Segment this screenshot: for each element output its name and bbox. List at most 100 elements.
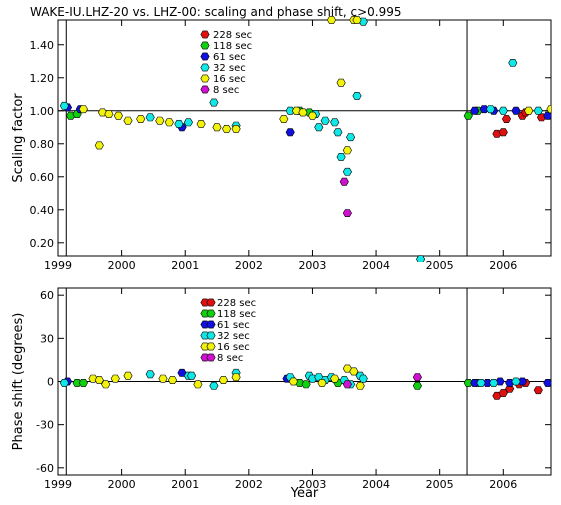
data-point	[546, 105, 551, 114]
y-axis-label: Scaling factor	[11, 93, 26, 183]
data-point	[342, 209, 352, 217]
data-point	[342, 364, 352, 373]
legend-marker	[206, 320, 216, 329]
data-point	[209, 98, 219, 107]
data-point	[167, 376, 178, 385]
y-tick-label: -30	[36, 419, 54, 432]
legend-marker	[200, 353, 210, 362]
x-tick-label: 2002	[235, 478, 263, 491]
data-point	[501, 115, 512, 123]
legend-label: 228 sec	[213, 30, 252, 41]
data-point	[209, 381, 219, 390]
data-point	[94, 376, 104, 385]
data-point	[498, 389, 508, 397]
data-point	[342, 146, 352, 155]
legend-marker	[200, 74, 210, 83]
data-point	[314, 123, 324, 132]
x-tick-label: 2005	[426, 259, 454, 272]
data-point	[136, 115, 146, 123]
data-point	[543, 111, 551, 120]
data-point	[498, 106, 508, 115]
data-point	[320, 116, 330, 125]
panel-scaling: 0.20 0.40 0.60 0.80 1.00 1.20 1.40 1999 2000 2001…	[11, 16, 552, 272]
data-point	[101, 380, 111, 389]
legend-label: 228 sec	[217, 298, 256, 309]
data-point	[352, 16, 362, 24]
data-point	[285, 128, 295, 137]
legend-label: 61 sec	[217, 320, 250, 331]
legend-marker	[200, 298, 210, 307]
x-tick-label: 1999	[44, 259, 72, 272]
data-point	[218, 376, 228, 385]
data-point	[336, 78, 346, 87]
data-point	[288, 377, 298, 386]
legend-label: 61 sec	[213, 52, 246, 63]
legend-marker	[200, 85, 210, 94]
legend-marker	[206, 298, 216, 307]
data-point	[231, 125, 241, 133]
data-point	[355, 381, 365, 390]
data-point	[492, 391, 502, 400]
data-point	[187, 371, 197, 380]
legend-marker	[206, 309, 216, 318]
data-point	[470, 106, 480, 115]
plot-frame	[57, 19, 552, 257]
data-point	[412, 381, 422, 390]
y-tick-label: -60	[36, 462, 54, 475]
y-tick-label: 0.60	[30, 171, 55, 184]
data-point	[174, 120, 184, 128]
x-tick-label: 2004	[362, 259, 390, 272]
data-points	[59, 364, 551, 400]
data-point	[333, 128, 343, 137]
y-tick-label: 1.40	[30, 39, 55, 52]
data-point	[123, 371, 133, 380]
legend-label: 8 sec	[217, 353, 243, 364]
data-points	[59, 16, 551, 262]
data-point	[123, 116, 133, 125]
data-point	[59, 378, 69, 387]
data-point	[543, 378, 551, 387]
legend-label: 118 sec	[217, 309, 256, 320]
legend-marker	[200, 309, 210, 318]
data-point	[352, 92, 362, 100]
y-tick-label: 0.80	[30, 138, 55, 151]
data-point	[78, 378, 88, 387]
data-point	[463, 111, 473, 120]
data-point	[110, 374, 120, 383]
data-point	[479, 105, 489, 114]
data-point	[342, 167, 352, 176]
chart-panels: 0.20 0.40 0.60 0.80 1.00 1.20 1.40 1999 2000 2001…	[11, 16, 552, 491]
data-point	[212, 123, 222, 132]
data-point	[533, 106, 543, 115]
data-point	[94, 141, 104, 150]
x-tick-label: 2001	[171, 259, 199, 272]
data-point	[498, 128, 508, 137]
figure-title: WAKE-IU.LHZ-20 vs. LHZ-00: scaling and p…	[30, 5, 402, 19]
data-point	[222, 125, 232, 133]
legend-label: 32 sec	[213, 63, 246, 74]
data-point	[145, 113, 155, 122]
data-point	[279, 115, 289, 123]
data-point	[416, 255, 426, 262]
data-point	[533, 386, 543, 395]
data-point	[358, 374, 368, 383]
data-point	[470, 378, 480, 387]
legend-marker	[200, 342, 210, 351]
data-point	[177, 368, 187, 377]
data-point	[155, 116, 165, 125]
legend-label: 118 sec	[213, 41, 252, 52]
data-point	[78, 105, 88, 114]
panel-phase: -60 -30 0 30 60 1999 2000 2001 2002 2003 2004 2005 2…	[11, 287, 552, 491]
data-point	[72, 378, 82, 387]
data-point	[476, 378, 486, 387]
data-point	[145, 370, 155, 379]
data-point	[486, 105, 496, 114]
data-point	[346, 133, 356, 142]
x-tick-label: 2004	[362, 478, 390, 491]
legend-marker	[206, 331, 216, 340]
data-point	[317, 378, 327, 387]
legend-label: 8 sec	[213, 85, 239, 96]
data-point	[326, 16, 337, 24]
data-point	[164, 118, 174, 127]
